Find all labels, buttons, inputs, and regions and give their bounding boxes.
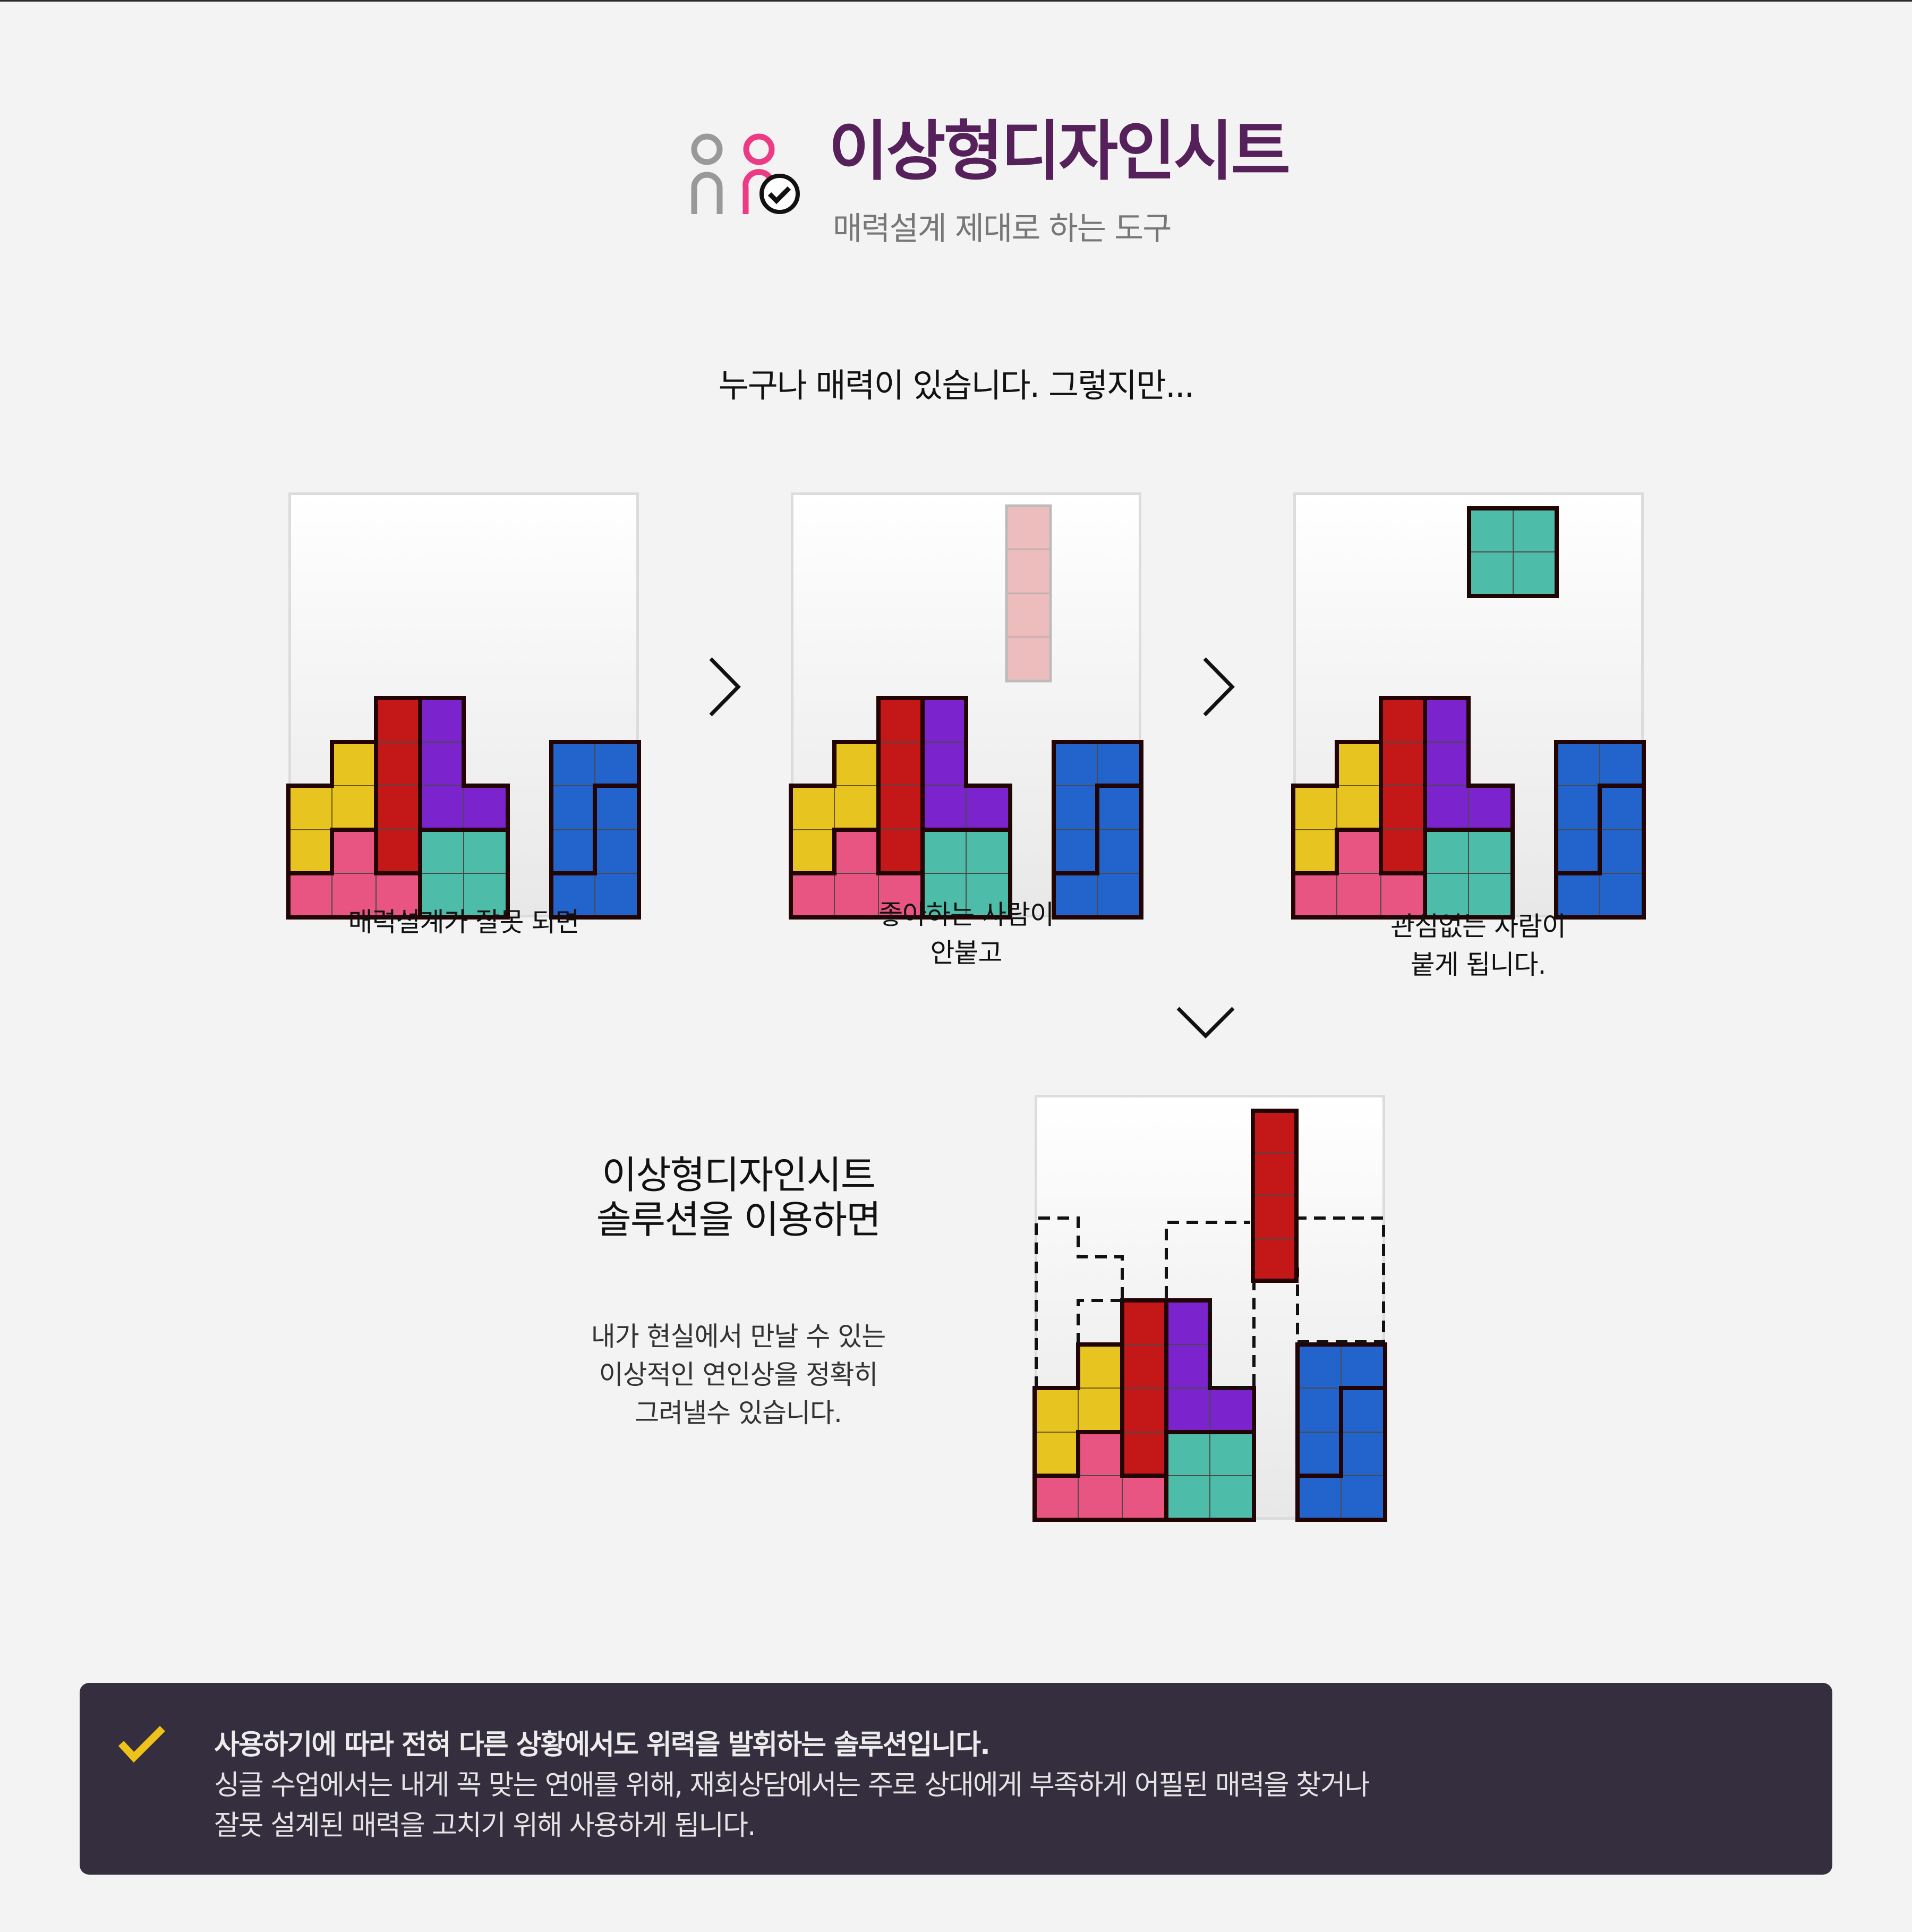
- chevron-right-icon: [709, 657, 741, 717]
- solution-desc-line: 그려낼수 있습니다.: [635, 1398, 842, 1428]
- solution-title-line: 이상형디자인시트: [602, 1153, 876, 1197]
- block-stack: [791, 504, 1141, 917]
- solution-title: 이상형디자인시트 솔루션을 이용하면: [531, 1153, 945, 1242]
- caption-line: 관심없는 사람이: [1390, 911, 1566, 942]
- solution-desc-line: 이상적인 연인상을 정확히: [599, 1359, 878, 1390]
- info-panel: [80, 1683, 1832, 1875]
- two-people-check-icon: [691, 133, 800, 214]
- step-3-caption: 관심없는 사람이 붙게 됩니다.: [1292, 907, 1664, 984]
- chevron-right-icon: [1203, 657, 1235, 717]
- step-1-caption: 매력설계가 잘못 되면: [278, 903, 650, 941]
- block-stack: [1293, 506, 1644, 917]
- brand-subtitle: 매력설계 제대로 하는 도구: [833, 210, 1172, 248]
- solution-desc-line: 내가 현실에서 만날 수 있는: [591, 1321, 886, 1352]
- solution-description: 내가 현실에서 만날 수 있는 이상적인 연인상을 정확히 그려낼수 있습니다.: [531, 1317, 945, 1432]
- top-border: [0, 0, 1912, 2]
- brand-title: 이상형디자인시트: [829, 114, 1291, 189]
- solution-title-line: 솔루션을 이용하면: [596, 1197, 882, 1242]
- panel-headline: 사용하기에 따라 전혀 다른 상황에서도 위력을 발휘하는 솔루션입니다.: [214, 1729, 991, 1761]
- caption-line: 좋아하는 사람이: [878, 899, 1054, 930]
- panel-body-line: 잘못 설계된 매력을 고치기 위해 사용하게 됩니다.: [214, 1810, 756, 1842]
- ghost-piece: [1005, 505, 1052, 682]
- panel-body-line: 싱글 수업에서는 내게 꼭 맞는 연애를 위해, 재회상담에서는 주로 상대에게…: [214, 1769, 1370, 1801]
- falling-teal-piece: [1469, 508, 1557, 597]
- tetris-board-2: [791, 492, 1141, 917]
- chevron-down-icon: [1176, 1007, 1235, 1039]
- ideal-outline: [1035, 1216, 1385, 1390]
- caption-line: 안붙고: [930, 938, 1003, 968]
- step-2-caption: 좋아하는 사람이 안붙고: [780, 896, 1152, 972]
- tetris-board-1: [288, 492, 639, 917]
- caption-line: 매력설계가 잘못 되면: [348, 907, 580, 938]
- tetris-board-3: [1293, 492, 1644, 917]
- check-icon: [118, 1726, 165, 1763]
- lead-heading: 누구나 매력이 있습니다. 그렇지만...: [718, 366, 1195, 405]
- caption-line: 붙게 됩니다.: [1410, 949, 1547, 980]
- falling-red-piece: [1252, 1110, 1297, 1281]
- block-stack: [288, 492, 639, 917]
- tetris-board-solution: [1035, 1095, 1385, 1520]
- block-stack: [1035, 1109, 1385, 1520]
